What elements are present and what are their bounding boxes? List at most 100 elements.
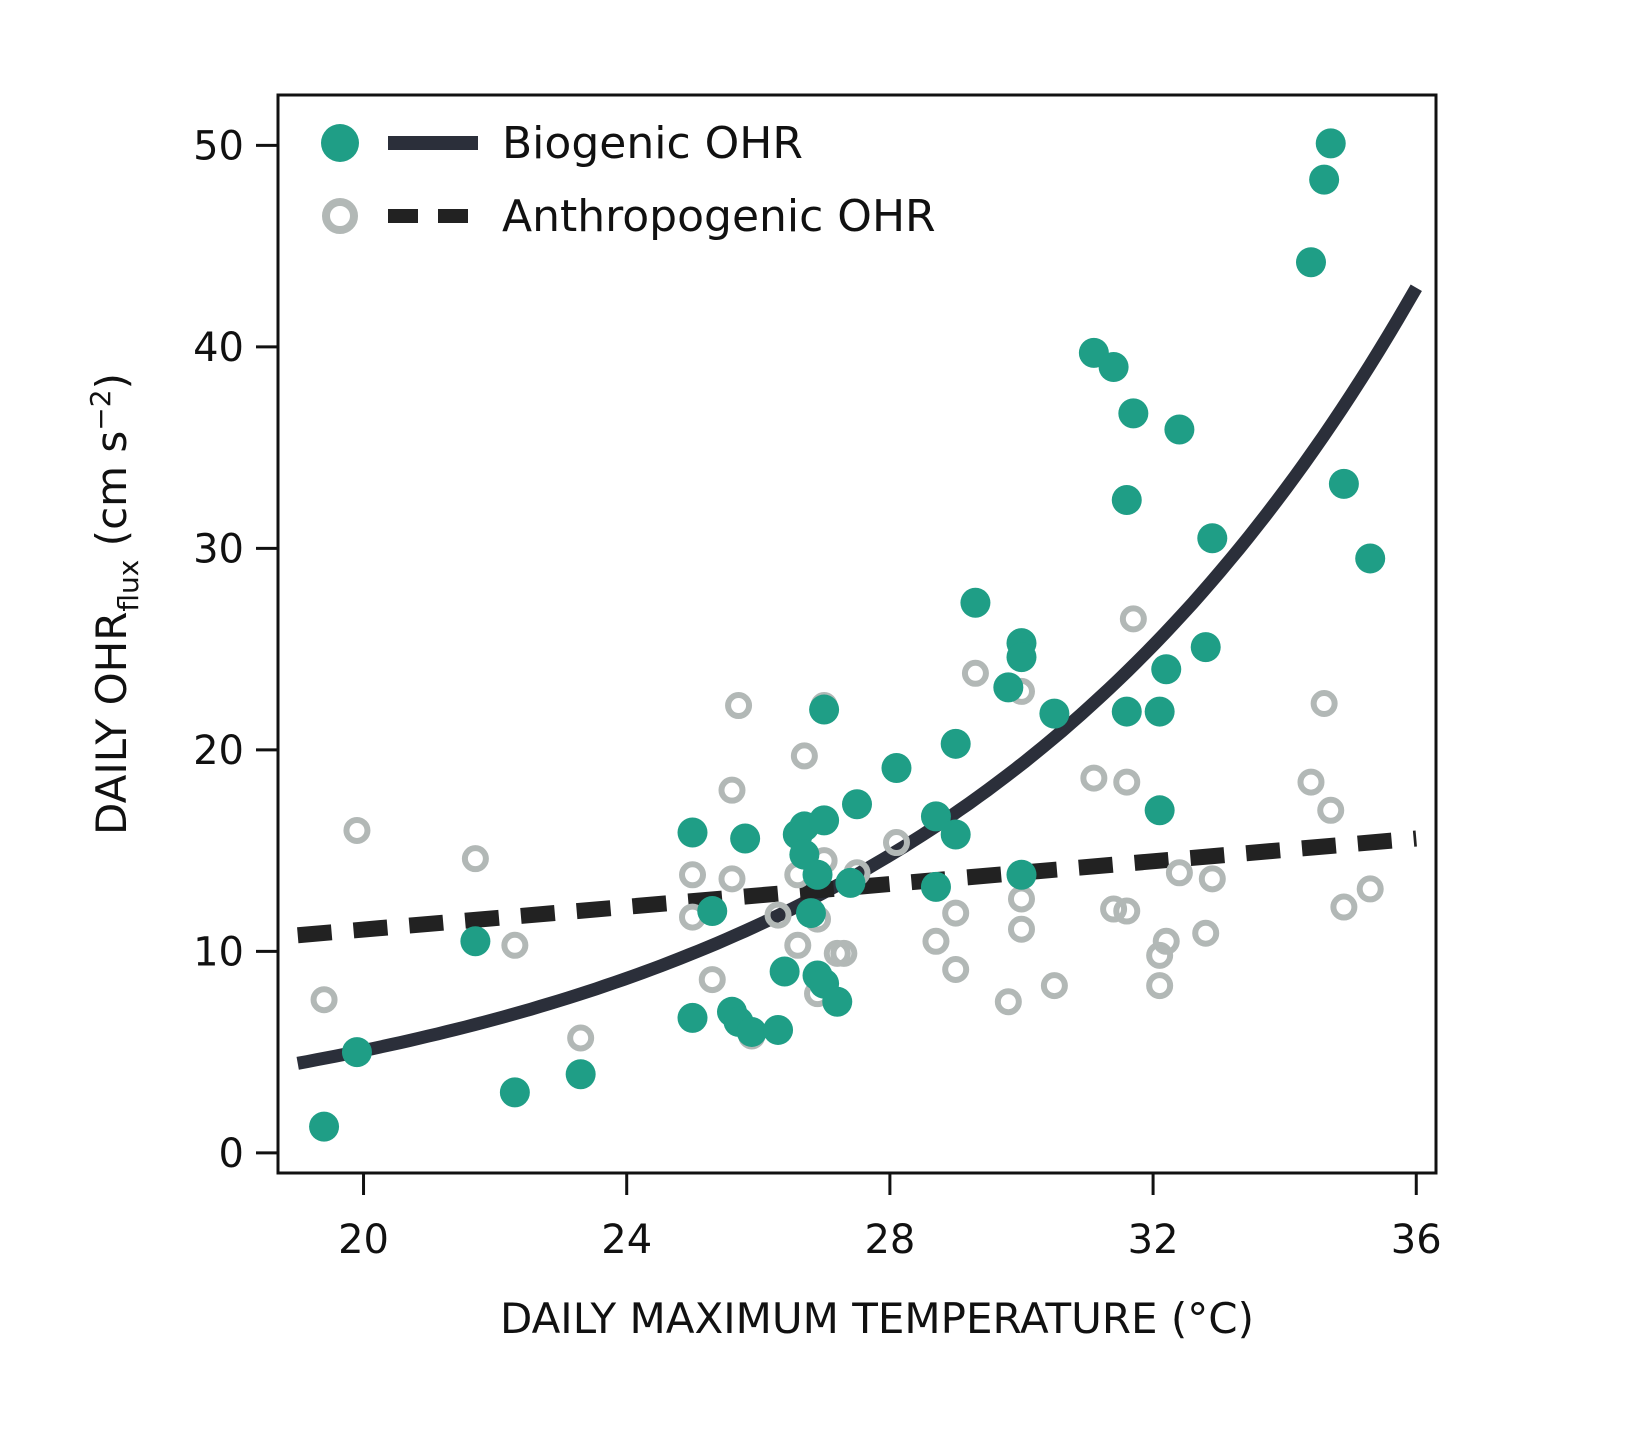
legend: Biogenic OHR Anthropogenic OHR [321,118,936,242]
biogenic-point [677,1002,708,1033]
biogenic-point [1328,468,1359,499]
biogenic-point [881,752,912,783]
x-tick-label: 36 [1391,1217,1442,1263]
biogenic-point [802,859,833,890]
y-tick-label: 20 [193,728,244,774]
anthropogenic-point [1310,690,1338,718]
anthropogenic-point [1119,605,1147,633]
y-tick-label: 40 [193,325,244,371]
biogenic-point [835,867,866,898]
anthropogenic-point [961,659,989,687]
anthropogenic-point [830,939,858,967]
biogenic-point [1309,164,1340,195]
legend-anthropogenic-label: Anthropogenic OHR [502,191,936,242]
anthropogenic-point [501,931,529,959]
anthropogenic-point [679,861,707,889]
biogenic-point [920,801,951,832]
y-axis-title-close: ) [87,373,136,389]
y-tick-label: 0 [219,1131,244,1177]
biogenic-point [920,871,951,902]
biogenic-point [341,1037,372,1068]
anthropogenic-point [1198,865,1226,893]
biogenic-point [1315,128,1346,159]
biogenic-point [1111,696,1142,727]
biogenic-point [1039,698,1070,729]
plot-frame [276,93,1438,1175]
biogenic-point [1197,523,1228,554]
anthropogenic-point [1040,972,1068,1000]
x-tick-label: 32 [1128,1217,1179,1263]
biogenic-point [1295,247,1326,278]
legend-biogenic-marker [321,124,359,162]
anthropogenic-point [1007,915,1035,943]
biogenic-point [1190,632,1221,663]
anthropogenic-point [718,776,746,804]
y-tick-label: 30 [193,526,244,572]
legend-anthropogenic-marker [322,198,358,234]
biogenic-point [960,587,991,618]
anthropogenic-point [922,927,950,955]
y-tick-label: 10 [193,929,244,975]
biogenic-point [1164,414,1195,445]
biogenic-point [1118,398,1149,429]
anthropogenic-point [1297,768,1325,796]
biogenic-point [460,926,491,957]
biogenic-point [565,1059,596,1090]
anthropogenic-point [1080,764,1108,792]
anthropogenic-point [882,829,910,857]
biogenic-point [940,728,971,759]
biogenic-point [1006,859,1037,890]
biogenic-point [309,1111,340,1142]
anthropogenic-points [310,605,1384,1052]
anthropogenic-point [1356,875,1384,903]
biogenic-point [795,898,826,929]
anthropogenic-point [942,899,970,927]
biogenic-point [677,817,708,848]
anthropogenic-point [461,845,489,873]
y-axis: 0 10 20 30 40 50 [193,123,278,1177]
anthropogenic-point [1165,859,1193,887]
biogenic-point [1144,795,1175,826]
biogenic-point [822,986,853,1017]
anthropogenic-point [1192,919,1220,947]
biogenic-point [809,694,840,725]
anthropogenic-point [698,966,726,994]
anthropogenic-point [764,901,792,929]
anthropogenic-point [310,986,338,1014]
anthropogenic-point [1317,796,1345,824]
biogenic-point [499,1077,530,1108]
biogenic-point [842,789,872,820]
biogenic-point [736,1016,767,1047]
y-axis-title-superscript: −2 [84,389,117,430]
biogenic-point [1098,352,1129,383]
anthropogenic-point [1007,885,1035,913]
biogenic-point [730,823,761,854]
biogenic-point [1111,485,1142,516]
biogenic-point [697,896,728,927]
x-axis: 20 24 28 32 36 [338,1173,1442,1263]
anthropogenic-point [343,816,371,844]
y-axis-title: DAILY OHRflux (cm s−2) [84,373,145,835]
biogenic-point [940,819,971,850]
biogenic-point [1006,642,1037,673]
biogenic-point [1144,696,1175,727]
x-axis-title: DAILY MAXIMUM TEMPERATURE (°C) [500,1294,1254,1343]
x-tick-label: 28 [864,1217,915,1263]
y-axis-title-main: DAILY OHR [87,612,136,835]
anthropogenic-point [1113,768,1141,796]
anthropogenic-point [567,1024,595,1052]
x-tick-label: 24 [601,1217,652,1263]
anthropogenic-point [1146,972,1174,1000]
anthropogenic-point [725,692,753,720]
x-tick-label: 20 [338,1217,389,1263]
anthropogenic-point [790,742,818,770]
biogenic-point [763,1014,794,1045]
anthropogenic-point [718,865,746,893]
anthropogenic-point [1113,897,1141,925]
biogenic-point [1151,654,1182,685]
biogenic-point [1355,543,1386,574]
anthropogenic-point [784,931,812,959]
anthropogenic-point [942,955,970,983]
anthropogenic-point [1330,893,1358,921]
